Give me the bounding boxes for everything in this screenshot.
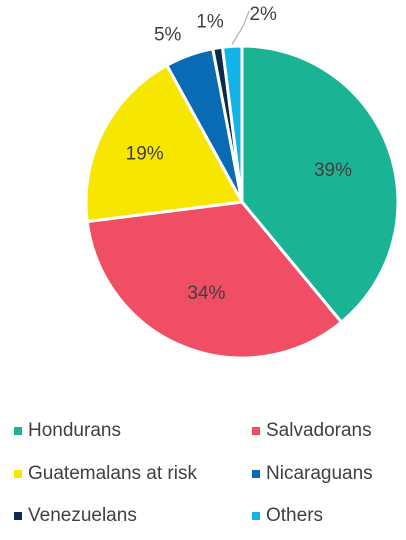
slice-label-salvadorans: 34% <box>187 283 225 304</box>
slice-label-nicaraguans: 5% <box>154 25 182 46</box>
legend-item-hondurans: Hondurans <box>14 420 121 441</box>
legend-item-salvadorans: Salvadorans <box>252 420 372 441</box>
slice-label-venezuelans: 1% <box>196 12 224 33</box>
legend-swatch-hondurans <box>14 427 22 435</box>
legend-label-others: Others <box>266 505 323 526</box>
leader-lines <box>231 10 250 45</box>
legend-swatch-guatemalans-at-risk <box>14 470 22 478</box>
legend-label-nicaraguans: Nicaraguans <box>266 463 373 484</box>
legend-item-venezuelans: Venezuelans <box>14 505 137 526</box>
leader-line-others <box>231 10 250 45</box>
legend-swatch-nicaraguans <box>252 470 260 478</box>
pie-slice-guatemalans-at-risk <box>84 63 245 224</box>
legend-swatch-venezuelans <box>14 512 22 520</box>
slice-label-hondurans: 39% <box>314 160 352 181</box>
slice-label-others: 2% <box>249 4 277 25</box>
pie-slice-others <box>220 44 244 203</box>
legend: Hondurans Salvadorans Guatemalans at risk N… <box>14 420 373 526</box>
legend-item-nicaraguans: Nicaraguans <box>252 463 373 484</box>
pie-slice-hondurans <box>240 44 400 325</box>
slice-label-guatemalans-at-risk: 19% <box>126 143 164 164</box>
slice-labels: 39% 34% 19% 5% 1% 2% <box>126 4 352 304</box>
pie-slice-salvadorans <box>85 200 344 360</box>
pie-slices <box>84 44 400 360</box>
legend-label-salvadorans: Salvadorans <box>266 420 372 441</box>
legend-swatch-others <box>252 512 260 520</box>
legend-label-venezuelans: Venezuelans <box>28 505 137 526</box>
legend-item-others: Others <box>252 505 323 526</box>
legend-item-guatemalans-at-risk: Guatemalans at risk <box>14 463 197 484</box>
legend-label-hondurans: Hondurans <box>28 420 121 441</box>
legend-swatch-salvadorans <box>252 427 260 435</box>
legend-label-guatemalans-at-risk: Guatemalans at risk <box>28 463 197 484</box>
